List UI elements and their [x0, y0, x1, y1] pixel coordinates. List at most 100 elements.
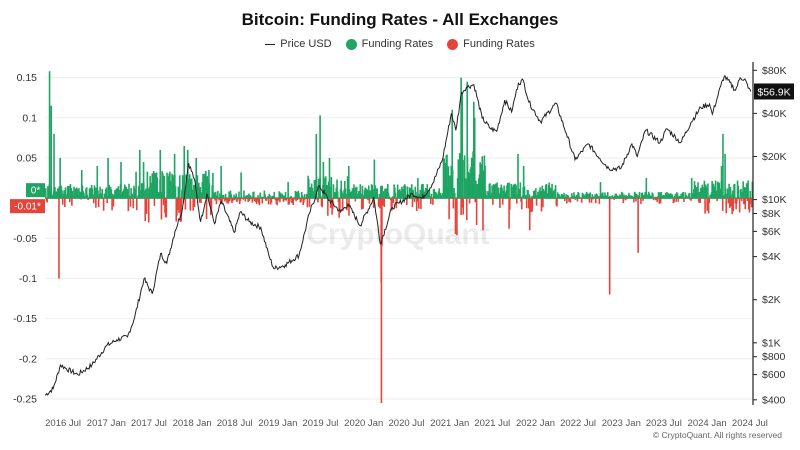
funding-bar [727, 198, 730, 204]
funding-bar [230, 194, 233, 199]
funding-bar [92, 194, 94, 199]
funding-bar [401, 186, 403, 199]
funding-bar [301, 195, 304, 199]
funding-bar [146, 171, 149, 199]
funding-bar [232, 198, 235, 201]
funding-bar [367, 198, 369, 201]
x-tick-label: 2022 Jan [516, 418, 555, 429]
funding-bar [290, 196, 292, 199]
funding-bar [382, 191, 385, 199]
funding-bar [677, 198, 680, 202]
funding-bar [243, 190, 245, 199]
left-tick-label: -0.2 [19, 353, 37, 365]
funding-bar [698, 191, 701, 199]
funding-bar [426, 184, 429, 199]
funding-bar [604, 192, 606, 199]
funding-bar [484, 190, 487, 199]
funding-bar [193, 184, 195, 199]
funding-bar [86, 194, 89, 199]
legend-item-price[interactable]: Price USD [265, 38, 332, 50]
funding-bar [45, 188, 47, 199]
funding-bar [188, 174, 191, 199]
funding-bar [184, 198, 187, 210]
funding-bar [454, 198, 457, 235]
funding-bar [492, 198, 494, 205]
funding-bar [750, 198, 753, 208]
funding-bar [510, 183, 512, 199]
funding-bar [452, 198, 455, 209]
funding-bar [394, 193, 397, 199]
value-badges: $56.9K 0* -0.01* [10, 83, 794, 214]
funding-bar [205, 170, 207, 199]
funding-bar [751, 181, 754, 199]
funding-bar [266, 198, 269, 199]
funding-bar [690, 198, 692, 201]
funding-bar [612, 196, 615, 199]
funding-bar [263, 190, 266, 199]
funding-bar [257, 195, 259, 199]
funding-bar [306, 198, 309, 208]
funding-bar [264, 194, 266, 199]
funding-bar [190, 178, 193, 199]
funding-bar [61, 190, 63, 199]
x-tick-label: 2023 Jan [602, 418, 641, 429]
funding-bar [160, 198, 163, 220]
funding-bar [130, 188, 132, 199]
funding-bar [541, 185, 544, 199]
funding-bar [147, 198, 150, 223]
legend-item-funding-positive[interactable]: Funding Rates [345, 38, 433, 50]
funding-bar [369, 190, 371, 199]
funding-bar [219, 198, 222, 205]
funding-bar [598, 198, 601, 204]
funding-bar [296, 198, 299, 200]
funding-bar [714, 180, 717, 199]
funding-bar [602, 192, 604, 199]
x-tick-label: 2023 Jul [646, 418, 682, 429]
right-tick-label: $40K [762, 108, 787, 120]
funding-bar [83, 192, 85, 199]
funding-bar [552, 190, 555, 199]
funding-bar [127, 198, 130, 212]
funding-bar [198, 182, 200, 199]
funding-bar [707, 198, 710, 214]
funding-bar [525, 198, 528, 209]
funding-bar [360, 193, 362, 199]
funding-bar [247, 198, 249, 203]
funding-bar [243, 196, 246, 199]
funding-bar [362, 198, 364, 209]
funding-bar [732, 198, 735, 212]
funding-bar [303, 198, 305, 203]
funding-bar [530, 198, 532, 213]
funding-bar [688, 192, 691, 199]
watermark-text: CryptoQuant [306, 218, 489, 251]
funding-bar [498, 193, 500, 199]
funding-bar [135, 198, 138, 211]
legend-item-funding-negative[interactable]: Funding Rates [447, 38, 535, 50]
funding-bar [626, 198, 628, 200]
funding-bar [637, 195, 639, 199]
funding-bar [73, 186, 75, 199]
funding-bar [594, 194, 596, 199]
funding-bar [181, 175, 184, 199]
funding-bar [326, 185, 328, 199]
funding-bar [429, 196, 431, 199]
funding-bar [579, 197, 582, 199]
funding-bar [126, 189, 129, 199]
funding-bar [396, 198, 398, 203]
funding-bar [172, 176, 175, 199]
funding-bar [448, 198, 450, 220]
funding-spike-bar [315, 133, 318, 199]
funding-bar [744, 198, 747, 210]
left-tick-label: 0.15 [17, 72, 38, 84]
funding-bar [462, 198, 465, 215]
funding-bar [423, 198, 426, 199]
funding-bar [379, 198, 381, 209]
funding-bar [308, 179, 310, 199]
funding-spike-bar [159, 149, 162, 199]
funding-bar [621, 193, 624, 199]
funding-bar [336, 179, 338, 199]
funding-spike-bar [120, 161, 122, 199]
funding-spike-bar [461, 93, 464, 199]
funding-spike-bar [748, 198, 750, 207]
funding-spike-bar [417, 178, 419, 199]
